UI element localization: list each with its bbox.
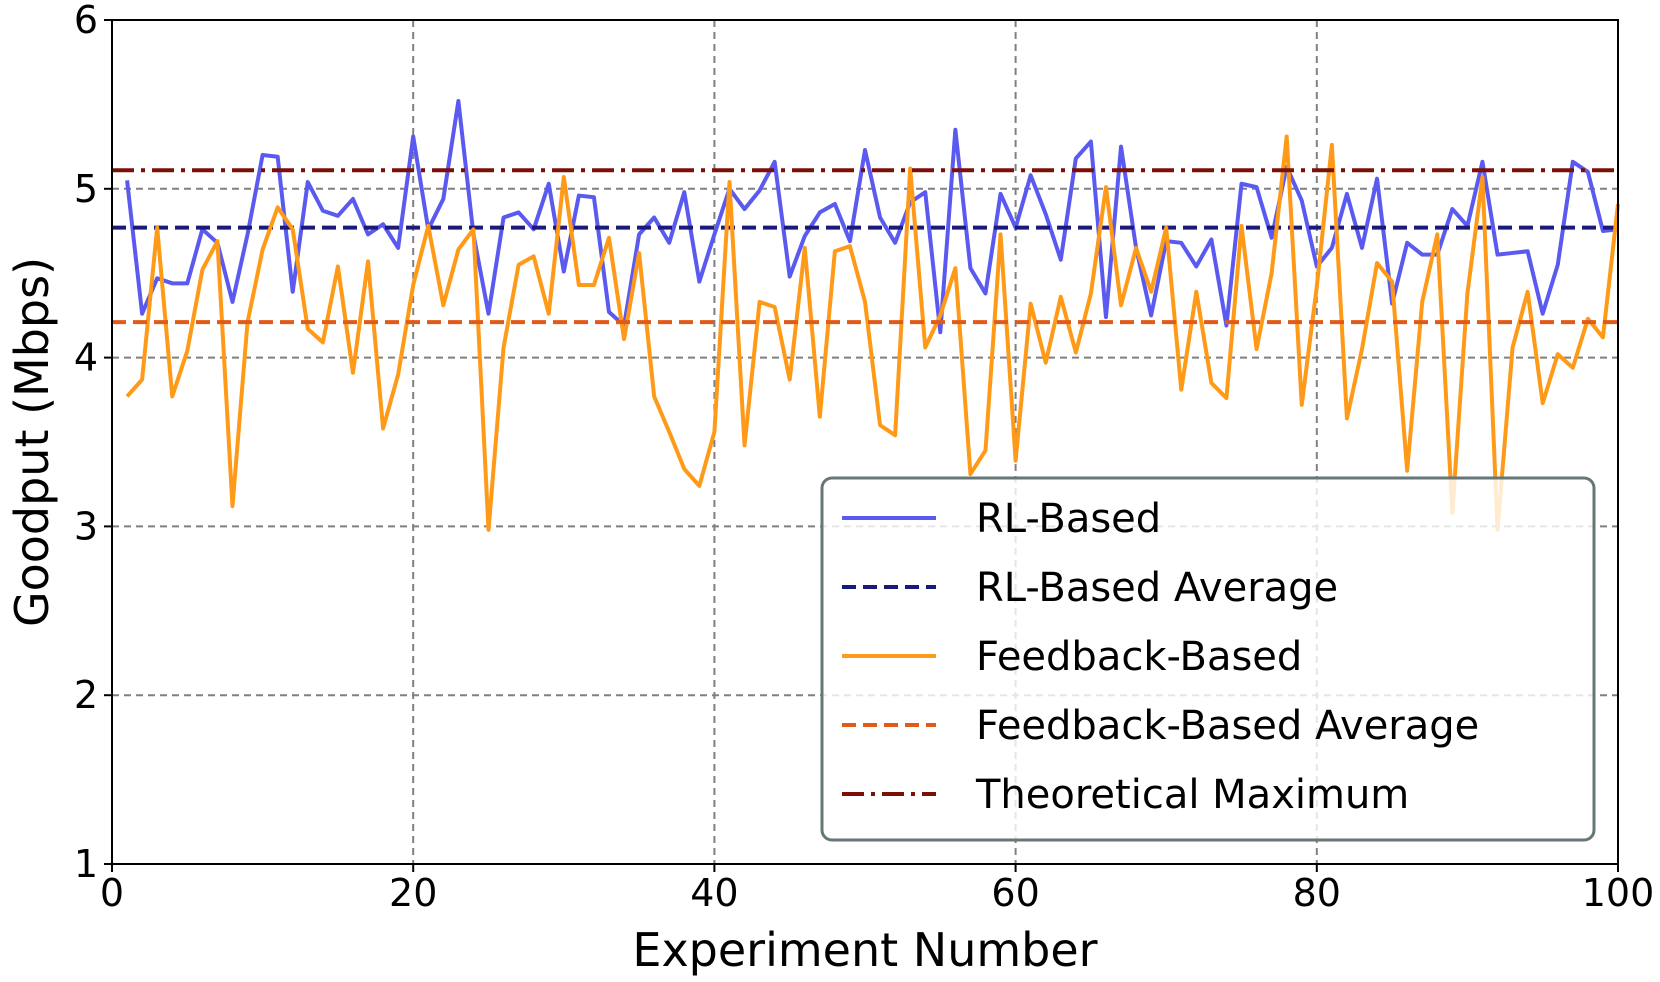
legend-label-feedback-based: Feedback-Based (976, 634, 1302, 680)
y-tick-label-3: 3 (74, 504, 98, 548)
legend-label-theoretical-maximum: Theoretical Maximum (975, 772, 1409, 818)
plot-frame (111, 19, 1619, 865)
y-tick-label-4: 4 (74, 336, 98, 380)
legend-box (820, 476, 1596, 842)
x-tick-label-20: 20 (389, 871, 437, 915)
series-line-feedback-based (125, 134, 1620, 532)
x-axis-label: Experiment Number (632, 923, 1097, 977)
y-tick-label-2: 2 (74, 673, 98, 717)
x-tick-label-80: 80 (1293, 871, 1341, 915)
legend-label-rl-based-average: RL-Based Average (976, 565, 1338, 611)
legend-label-feedback-based-average: Feedback-Based Average (976, 703, 1479, 749)
y-tick-label-6: 6 (74, 0, 98, 42)
x-tick-label-100: 100 (1582, 871, 1655, 915)
y-tick-label-5: 5 (74, 167, 98, 211)
y-tick-label-1: 1 (74, 842, 98, 886)
legend: RL-Based RL-Based Average Feedback-Based Fe… (820, 476, 1596, 842)
x-tick-label-40: 40 (690, 871, 738, 915)
x-tick-label-60: 60 (991, 871, 1039, 915)
y-axis-label: Goodput (Mbps) (5, 257, 59, 627)
series-lines (112, 99, 1620, 532)
x-tick-label-0: 0 (100, 871, 124, 915)
axis-ticks: 0 20 40 60 80 100 1 2 3 4 5 6 (74, 0, 1654, 915)
legend-label-rl-based: RL-Based (976, 496, 1161, 542)
